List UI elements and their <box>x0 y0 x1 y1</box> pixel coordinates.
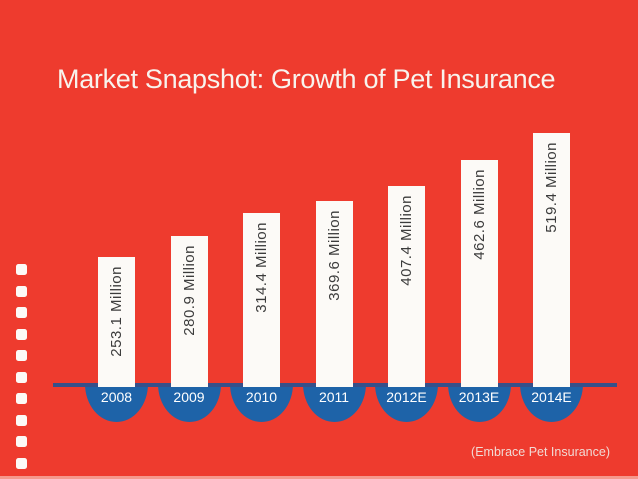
chart-bar-2009: 280.9 Million <box>170 236 208 387</box>
year-label: 2008 <box>100 388 133 405</box>
bullet-dot <box>16 371 27 383</box>
bar-value-label: 369.6 Million <box>325 210 343 301</box>
bullet-dot <box>16 285 27 297</box>
bottom-strip <box>0 476 638 479</box>
year-dome-2012E: 2012E <box>375 384 438 422</box>
bullet-dot <box>16 393 27 404</box>
bullet-dots-column <box>16 264 27 469</box>
bullet-dot <box>16 414 27 426</box>
year-label: 2011 <box>318 388 350 405</box>
year-dome-2011: 2011 <box>302 384 366 422</box>
year-dome-2010: 2010 <box>230 384 293 422</box>
bullet-dot <box>16 436 27 447</box>
bullet-dot <box>16 307 27 318</box>
year-label: 2009 <box>173 388 205 405</box>
chart-bar-2010: 314.4 Million <box>243 213 280 387</box>
year-label: 2010 <box>245 388 278 405</box>
bar-value-label: 519.4 Million <box>543 142 560 233</box>
slide-title: Market Snapshot: Growth of Pet Insurance <box>57 64 556 94</box>
source-caption: (Embrace Pet Insurance) <box>471 445 610 459</box>
bullet-dot <box>16 328 27 340</box>
chart-bar-2014E: 519.4 Million <box>533 133 570 387</box>
chart-bar-2013E: 462.6 Million <box>460 160 498 387</box>
bar-value-label: 407.4 Million <box>398 195 415 286</box>
bullet-dot <box>16 350 27 361</box>
year-dome-2008: 2008 <box>85 384 148 422</box>
year-label: 2014E <box>531 388 572 405</box>
chart-bar-2012E: 407.4 Million <box>388 186 425 387</box>
year-dome-2013E: 2013E <box>447 384 511 422</box>
chart-bar-2011: 369.6 Million <box>315 201 353 387</box>
year-label: 2013E <box>458 388 500 405</box>
year-label: 2012E <box>386 388 427 405</box>
chart-bar-2008: 253.1 Million <box>98 257 135 387</box>
bar-value-label: 314.4 Million <box>253 222 270 313</box>
bullet-dot <box>16 457 27 469</box>
bar-value-label: 253.1 Million <box>108 266 125 357</box>
bullet-dot <box>16 264 27 275</box>
year-dome-2009: 2009 <box>157 384 221 422</box>
bar-value-label: 462.6 Million <box>470 169 488 260</box>
year-dome-2014E: 2014E <box>520 384 583 422</box>
bar-value-label: 280.9 Million <box>180 245 198 336</box>
